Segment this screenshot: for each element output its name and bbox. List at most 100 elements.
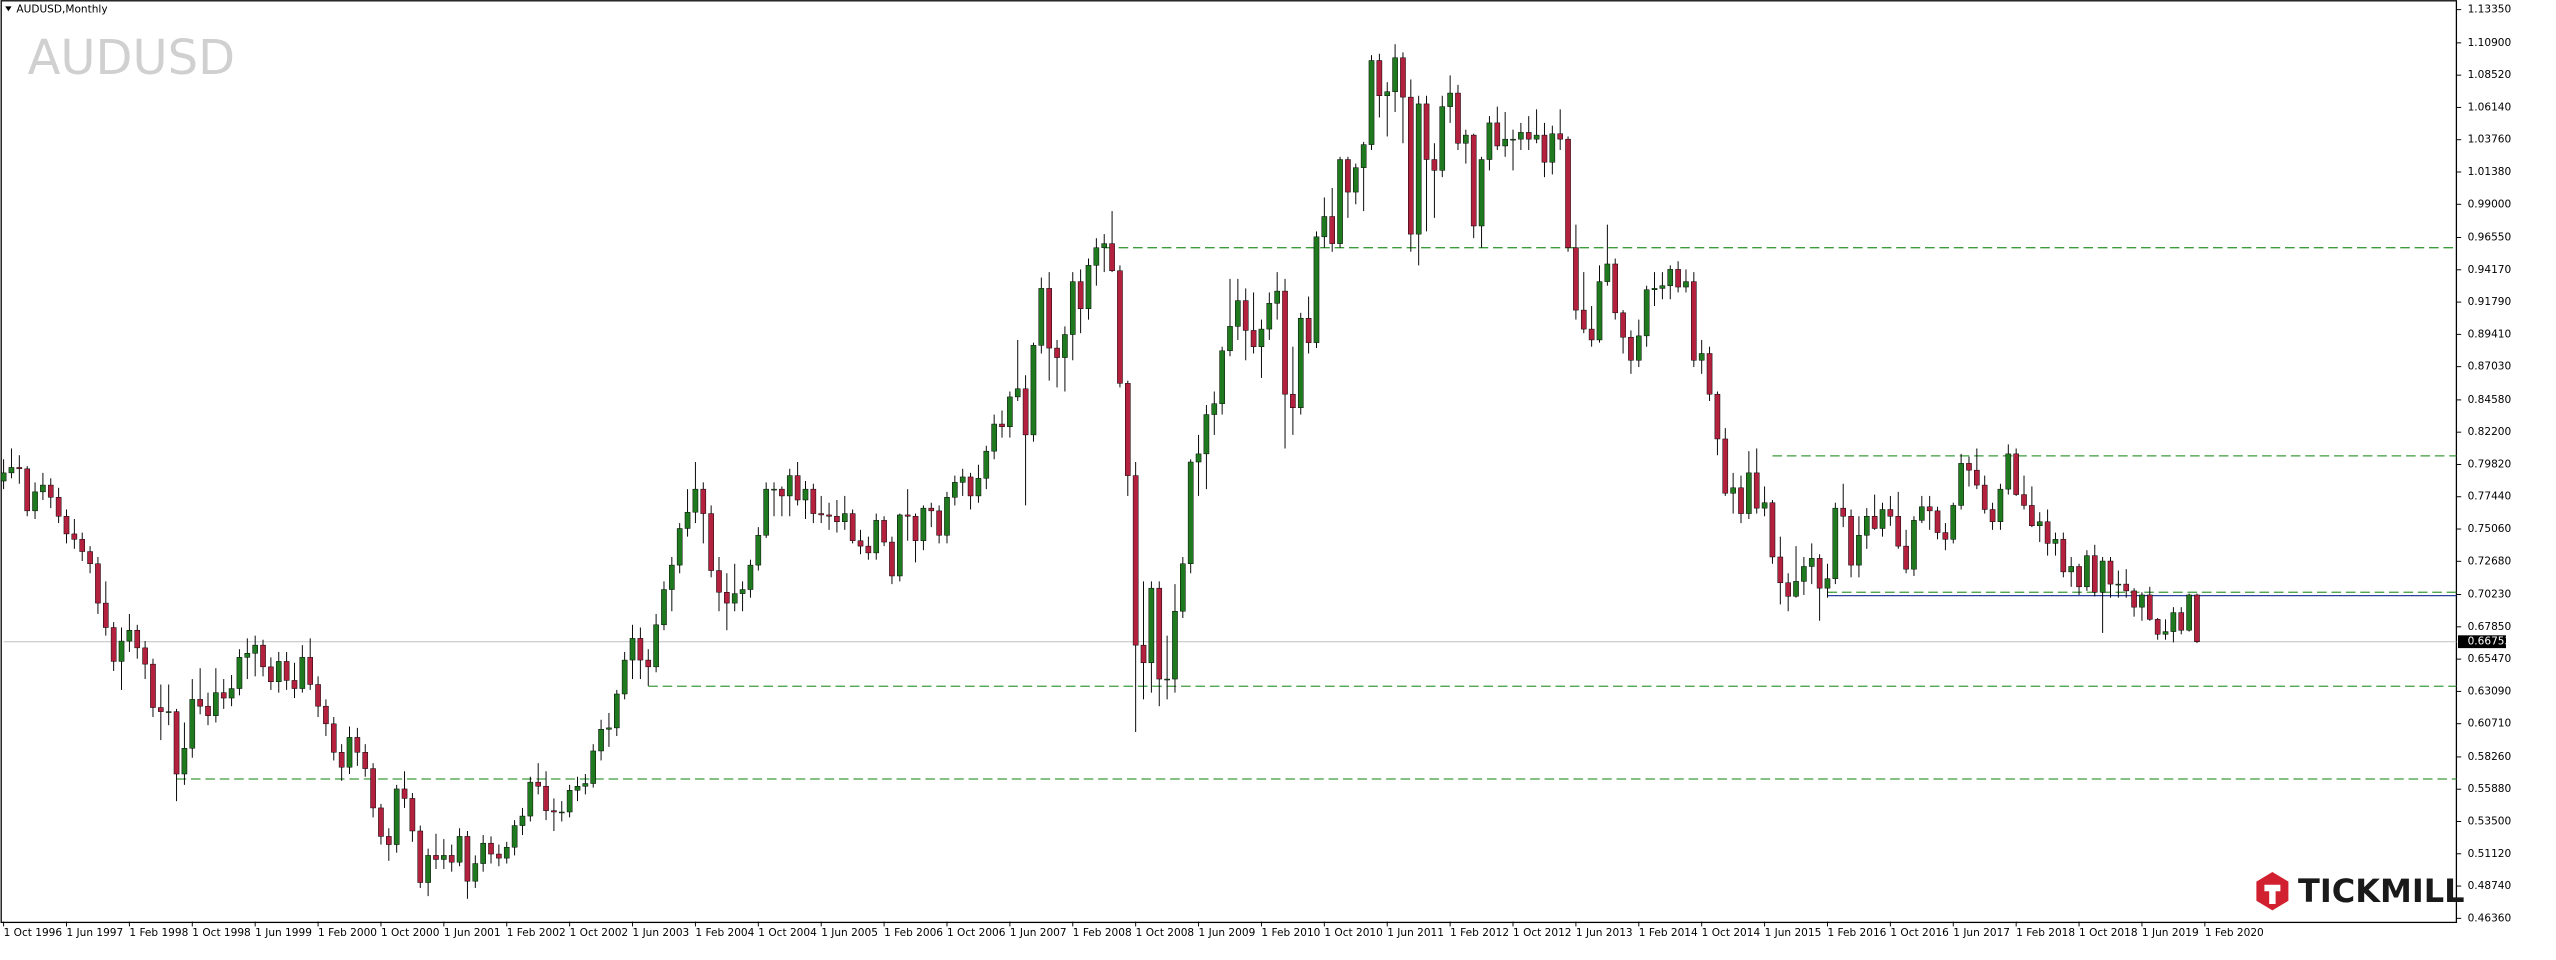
x-tick-label: 1 Oct 2016: [1890, 927, 1949, 939]
candle-body: [1148, 587, 1155, 664]
menu-arrow[interactable]: [5, 6, 12, 12]
candle-body: [1313, 236, 1320, 343]
candle-body: [2005, 453, 2012, 490]
x-tick-label: 1 Jun 1999: [255, 927, 312, 939]
y-tick-label: 0.67850: [2468, 621, 2512, 633]
candle-body: [1636, 335, 1642, 361]
candle-body: [197, 699, 203, 707]
candle-body: [181, 748, 188, 775]
watermark: AUDUSD: [28, 30, 236, 86]
candle-body: [1628, 336, 1634, 361]
candle-body: [739, 589, 746, 594]
x-tick-label: 1 Feb 2012: [1450, 927, 1509, 939]
candle-body: [275, 661, 282, 683]
candle-body: [944, 497, 950, 536]
y-tick-label: 0.55880: [2468, 783, 2512, 795]
candle-body: [165, 711, 172, 713]
candle-body: [551, 810, 557, 813]
x-tick-label: 1 Jun 2003: [633, 927, 690, 939]
x-tick-label: 1 Oct 2004: [758, 927, 817, 939]
candle-body: [511, 825, 518, 848]
candle-body: [1761, 502, 1768, 509]
x-tick-label: 1 Jun 2001: [444, 927, 501, 939]
candle-body: [1643, 289, 1650, 337]
candle-body: [1667, 269, 1674, 286]
candle-body: [2068, 566, 2074, 573]
candle-body: [1950, 505, 1957, 540]
x-tick-label: 1 Feb 2006: [884, 927, 943, 939]
candle-body: [669, 564, 675, 590]
candle-body: [873, 520, 880, 554]
candle-body: [40, 484, 46, 493]
candle-body: [1832, 507, 1839, 579]
candle-body: [425, 855, 431, 883]
candle-body: [1447, 92, 1453, 107]
y-tick-label: 0.82200: [2468, 426, 2512, 438]
candle-body: [1840, 507, 1847, 517]
candle-body: [1431, 159, 1438, 171]
candle-body: [1007, 396, 1013, 427]
y-tick-label: 1.08520: [2468, 69, 2512, 81]
candle-body: [794, 475, 801, 501]
candle-body: [32, 491, 38, 512]
candle-body: [1463, 134, 1469, 144]
x-tick-label: 1 Feb 2008: [1073, 927, 1132, 939]
candle-body: [1808, 558, 1815, 567]
candle-body: [401, 788, 408, 799]
candle-body: [1077, 281, 1084, 309]
candle-body: [1573, 247, 1579, 311]
candle-body: [1753, 472, 1760, 509]
candle-body: [755, 535, 762, 566]
candle-body: [1777, 556, 1784, 583]
candle-body: [1274, 290, 1280, 304]
y-tick-label: 0.77440: [2468, 491, 2512, 503]
y-tick-label: 0.91790: [2468, 296, 2512, 308]
candle-body: [661, 589, 667, 626]
candle-body: [1022, 388, 1029, 436]
candle-body: [574, 785, 581, 791]
candle-body: [173, 711, 180, 775]
current-price-box: [2458, 635, 2506, 649]
current-price-label: 0.66753: [2468, 636, 2512, 648]
candle-body: [456, 836, 463, 863]
candle-body: [1848, 516, 1854, 566]
x-tick-label: 1 Feb 2004: [695, 927, 754, 939]
y-tick-label: 0.79820: [2468, 458, 2512, 470]
candle-body: [1164, 678, 1170, 681]
candle-body: [1816, 558, 1823, 589]
logo-text: TICKMILL: [2298, 872, 2465, 910]
candle-body: [213, 692, 219, 716]
candle-body: [1856, 535, 1862, 566]
candle-body: [110, 627, 117, 662]
candle-body: [441, 855, 447, 860]
candle-body: [1675, 269, 1681, 288]
candle-body: [1887, 509, 1894, 517]
x-tick-label: 1 Jun 2007: [1010, 927, 1067, 939]
candle-body: [1352, 167, 1359, 193]
x-tick-label: 1 Feb 2014: [1639, 927, 1698, 939]
candle-body: [598, 729, 604, 752]
candle-body: [1069, 281, 1076, 335]
candle-body: [849, 513, 856, 541]
candle-body: [1604, 263, 1611, 282]
x-tick-label: 1 Oct 2012: [1513, 927, 1572, 939]
candle-body: [1730, 487, 1736, 494]
y-tick-label: 0.75060: [2468, 523, 2512, 535]
candle-body: [684, 511, 691, 529]
candle-body: [1250, 330, 1257, 347]
candle-body: [645, 659, 652, 668]
candle-body: [1258, 328, 1265, 347]
candle-body: [2123, 583, 2130, 592]
candle-body: [236, 657, 243, 689]
chart-title: AUDUSD,Monthly: [16, 4, 107, 16]
candle-body: [1934, 510, 1941, 533]
candle-body: [299, 657, 306, 689]
candle-body: [1125, 383, 1131, 476]
candle-body: [975, 478, 982, 497]
candle-body: [637, 638, 644, 661]
candle-body: [1455, 92, 1461, 144]
candle-body: [2107, 560, 2114, 585]
candle-body: [2084, 555, 2090, 588]
candle-body: [1203, 414, 1210, 455]
